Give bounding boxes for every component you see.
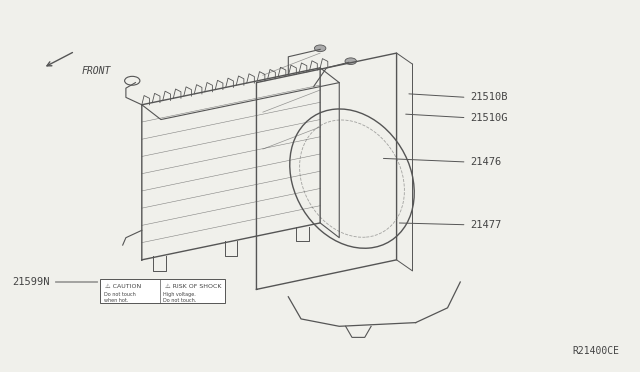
- Text: 21510G: 21510G: [470, 113, 508, 123]
- Text: 21510B: 21510B: [470, 92, 508, 102]
- Text: Do not touch
when hot.: Do not touch when hot.: [104, 292, 135, 303]
- Text: High voltage.
Do not touch.: High voltage. Do not touch.: [163, 292, 196, 303]
- Circle shape: [314, 45, 326, 52]
- FancyBboxPatch shape: [100, 279, 225, 303]
- Text: FRONT: FRONT: [81, 66, 111, 76]
- Text: 21599N: 21599N: [12, 277, 49, 287]
- Text: ⚠ CAUTION: ⚠ CAUTION: [106, 284, 141, 289]
- Text: R21400CE: R21400CE: [573, 346, 620, 356]
- Text: 21477: 21477: [470, 220, 501, 230]
- Text: ⚠ RISK OF SHOCK: ⚠ RISK OF SHOCK: [165, 284, 221, 289]
- Text: 21476: 21476: [470, 157, 501, 167]
- Circle shape: [345, 58, 356, 64]
